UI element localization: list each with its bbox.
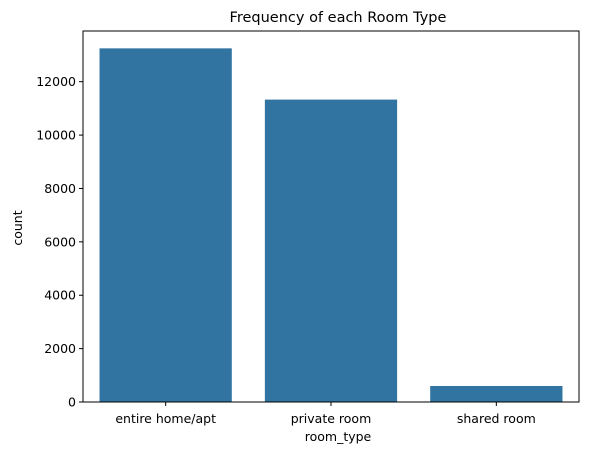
y-tick-label: 12000 xyxy=(36,74,76,89)
y-tick-label: 4000 xyxy=(44,288,76,303)
plot-frame xyxy=(82,30,580,403)
chart-title: Frequency of each Room Type xyxy=(230,10,447,26)
bar-entire-home-apt xyxy=(99,48,232,403)
y-tick-label: 6000 xyxy=(44,234,76,249)
x-tick-label: entire home/apt xyxy=(115,411,216,426)
x-axis-label: room_type xyxy=(305,429,372,444)
x-axis-ticks: entire home/apt private room shared room xyxy=(115,402,536,426)
y-axis-label: count xyxy=(10,210,25,245)
bar-shared-room xyxy=(430,385,563,402)
bar-private-room xyxy=(264,99,398,402)
x-tick-label: private room xyxy=(291,411,372,426)
y-tick-label: 10000 xyxy=(36,128,76,143)
y-tick-label: 8000 xyxy=(44,181,76,196)
y-tick-label: 0 xyxy=(68,395,76,410)
y-tick-label: 2000 xyxy=(44,341,76,356)
x-tick-label: shared room xyxy=(457,411,536,426)
y-axis-ticks: 0 2000 4000 6000 8000 10000 12000 xyxy=(36,74,83,410)
bars-layer xyxy=(99,48,563,403)
